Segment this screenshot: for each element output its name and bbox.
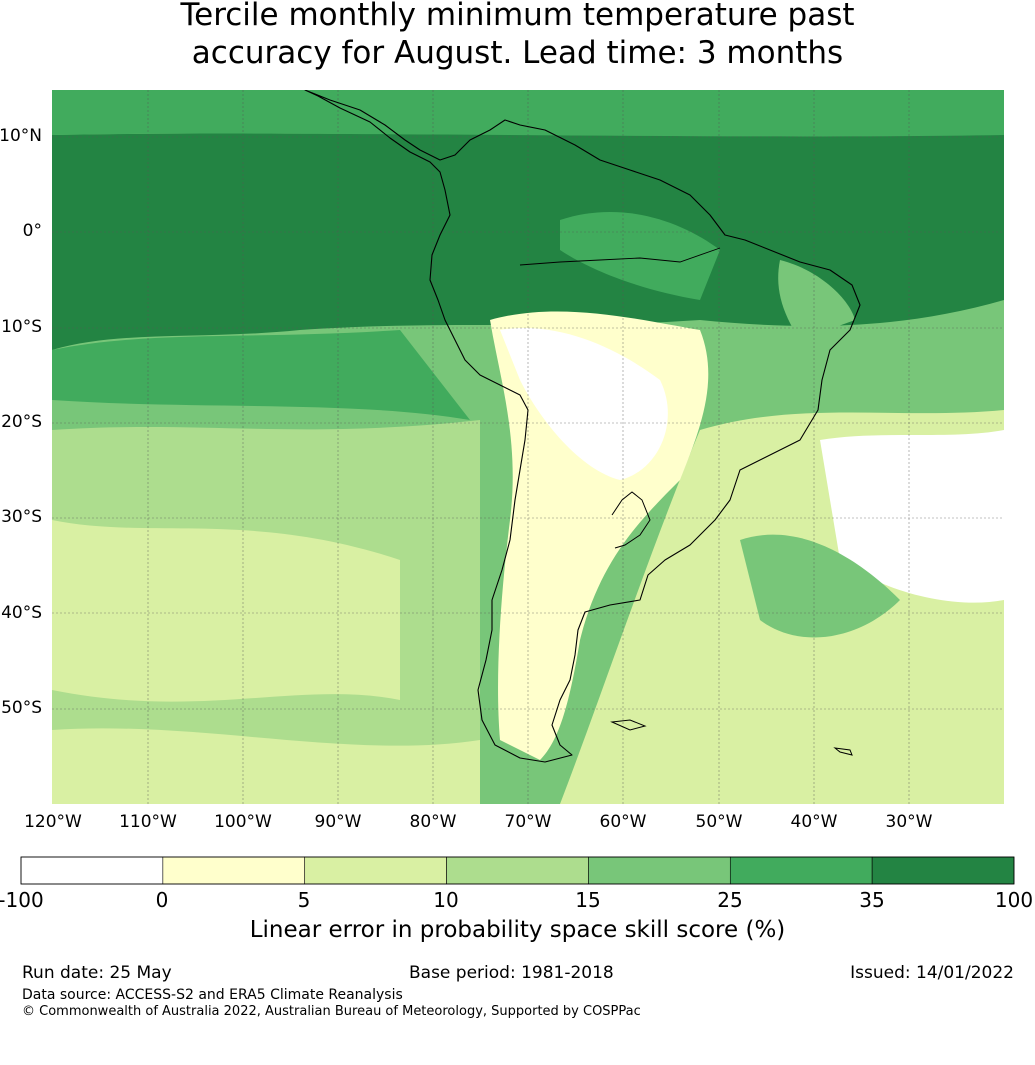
- colorbar-segment: [729, 856, 873, 885]
- map-field: [52, 90, 1004, 804]
- colorbar-segment: [162, 856, 306, 885]
- lon-label-30w: 30°W: [885, 812, 933, 832]
- lat-label-0: 0°: [22, 221, 42, 241]
- map-title-line2: accuracy for August. Lead time: 3 months: [191, 35, 844, 71]
- field-northeast-brazil: [778, 260, 855, 340]
- lon-label-100w: 100°W: [214, 812, 272, 832]
- lon-label-80w: 80°W: [409, 812, 457, 832]
- colorbar-tick-35: 35: [859, 888, 885, 912]
- falkland-islands: [610, 719, 647, 731]
- field-amazon-mid: [560, 211, 720, 300]
- colorbar-tick-25: 25: [717, 888, 743, 912]
- colorbar-segment: [588, 856, 731, 885]
- field-continent-white: [500, 328, 668, 480]
- lat-label-30s: 30°S: [1, 507, 42, 527]
- colorbar-tick-5: 5: [297, 888, 311, 912]
- base-period: Base period: 1981-2018: [409, 963, 614, 983]
- lon-label-40w: 40°W: [790, 812, 838, 832]
- colorbar-outline: [20, 856, 1015, 885]
- lon-label-50w: 50°W: [695, 812, 743, 832]
- map-title: Tercile monthly minimum temperature past…: [0, 0, 1035, 72]
- run-date: Run date: 25 May: [22, 963, 172, 983]
- colorbar-segment: [446, 856, 589, 885]
- field-south-atlantic-white: [820, 430, 1004, 603]
- river-plate-coast: [611, 491, 651, 549]
- issued-date: Issued: 14/01/2022: [850, 963, 1014, 983]
- field-atlantic-patch: [740, 534, 900, 638]
- lat-label-10s: 10°S: [1, 317, 42, 337]
- lat-label-40s: 40°S: [1, 603, 42, 623]
- lat-label-50s: 50°S: [1, 698, 42, 718]
- south-georgia: [833, 747, 853, 756]
- lat-label-20s: 20°S: [1, 412, 42, 432]
- lat-label-10n: 10°N: [0, 126, 42, 146]
- colorbar-tick-10: 10: [433, 888, 459, 912]
- colorbar-segment: [871, 856, 1015, 885]
- data-source: Data source: ACCESS-S2 and ERA5 Climate …: [22, 987, 403, 1003]
- field-north-band: [52, 90, 1004, 137]
- field-south-pacific-low: [52, 520, 400, 702]
- colorbar-tick-neg100: -100: [0, 888, 44, 912]
- graticule: [52, 90, 1004, 804]
- lon-label-70w: 70°W: [504, 812, 552, 832]
- field-pacific-mid: [52, 330, 470, 420]
- lon-label-90w: 90°W: [314, 812, 362, 832]
- lon-label-60w: 60°W: [599, 812, 647, 832]
- colorbar-tick-100: 100: [994, 888, 1034, 912]
- colorbar-segment: [304, 856, 447, 885]
- colorbar-tick-0: 0: [155, 888, 169, 912]
- map-title-line1: Tercile monthly minimum temperature past: [180, 0, 855, 33]
- lon-label-110w: 110°W: [119, 812, 177, 832]
- lon-label-120w: 120°W: [24, 812, 82, 832]
- colorbar-tick-15: 15: [575, 888, 601, 912]
- colorbar-segment: [20, 856, 164, 885]
- amazon-river: [519, 247, 721, 266]
- colorbar-label: Linear error in probability space skill …: [249, 917, 786, 943]
- colorbar: [20, 856, 1015, 885]
- south-america-coastline: [304, 90, 861, 763]
- field-far-south: [52, 728, 480, 804]
- copyright: © Commonwealth of Australia 2022, Austra…: [22, 1004, 641, 1019]
